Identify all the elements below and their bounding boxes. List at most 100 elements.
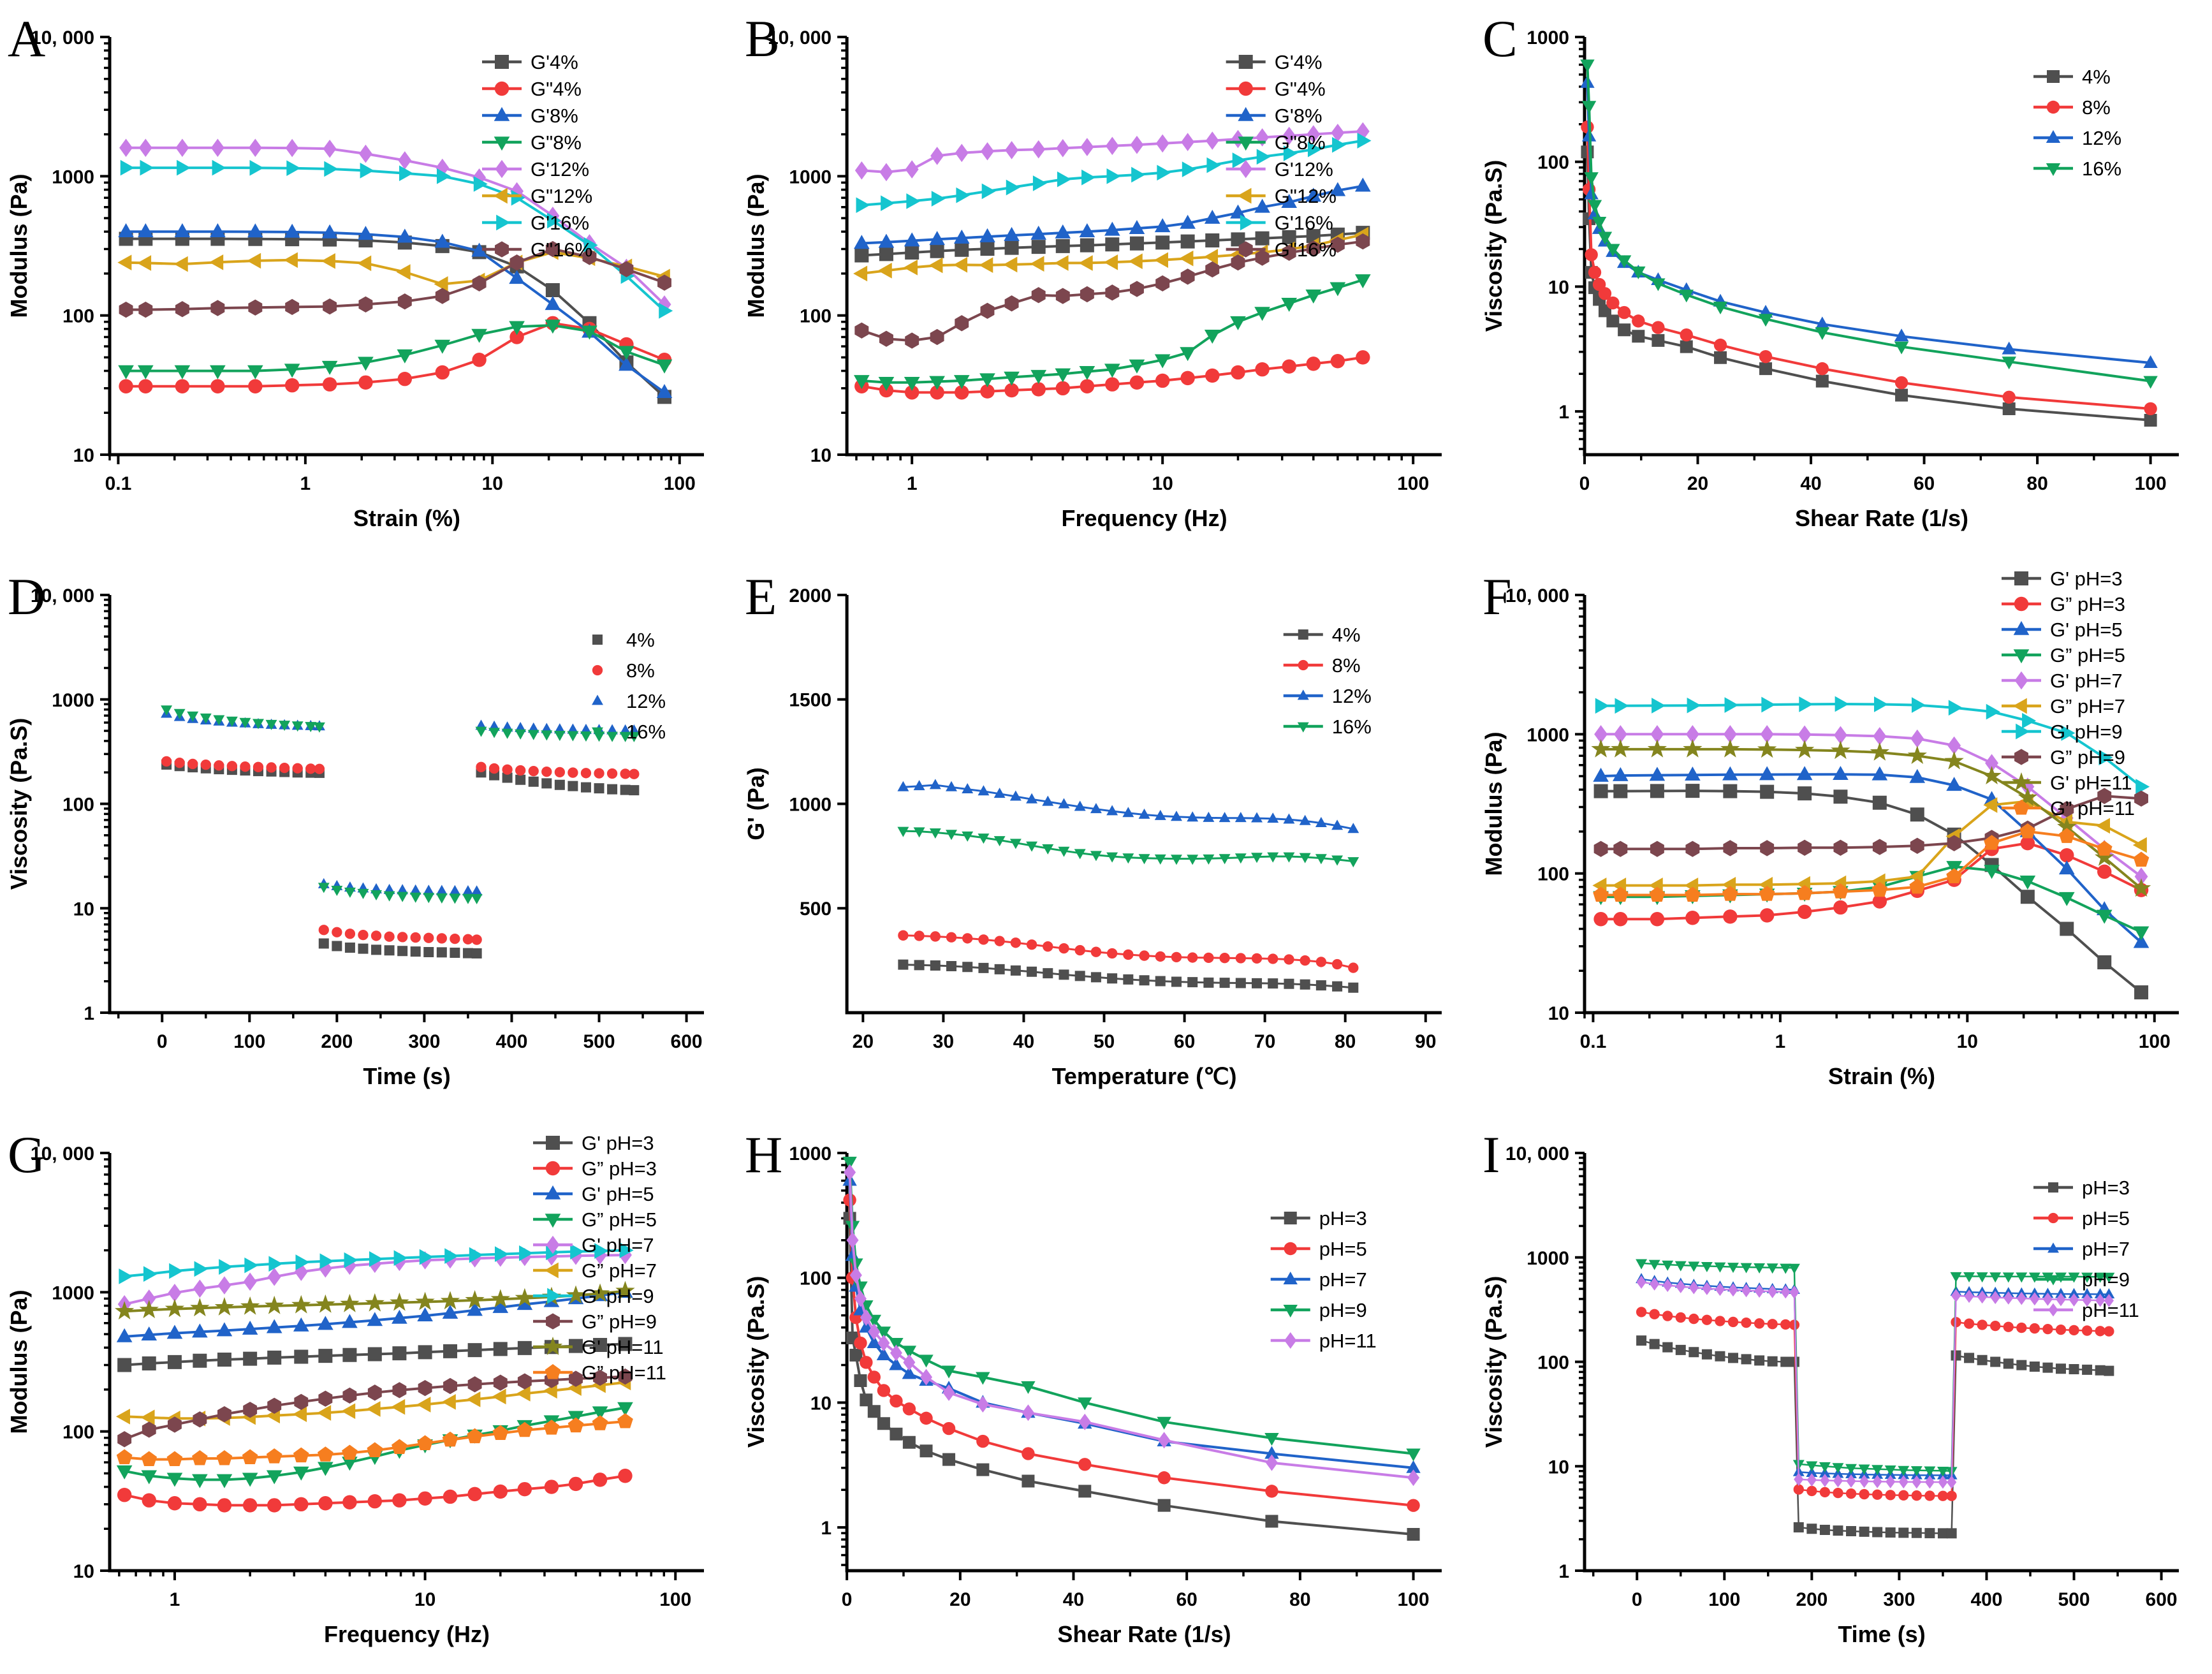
tri-down-marker bbox=[1701, 1262, 1713, 1273]
star-marker bbox=[291, 1295, 311, 1314]
tri-down-marker bbox=[1299, 853, 1311, 863]
legend-item: G” pH=7 bbox=[2002, 695, 2125, 717]
circle-marker bbox=[266, 762, 277, 773]
tri-up-marker bbox=[1299, 814, 1311, 825]
diamond-marker bbox=[119, 138, 133, 158]
series-12% bbox=[161, 707, 640, 896]
panel-letter: E bbox=[745, 568, 777, 626]
circle-marker bbox=[210, 379, 225, 393]
circle-marker bbox=[1331, 958, 1343, 970]
tri-down-marker bbox=[2068, 1272, 2080, 1283]
square-marker bbox=[942, 1453, 956, 1466]
y-tick-label: 10, 000 bbox=[31, 585, 94, 606]
pentagon-marker bbox=[1685, 886, 1701, 902]
tri-down-marker bbox=[842, 1156, 857, 1170]
tri-down-marker bbox=[913, 827, 925, 838]
circle-marker bbox=[1845, 1488, 1857, 1499]
x-tick-label: 100 bbox=[664, 473, 696, 494]
y-tick-label: 1 bbox=[1558, 1561, 1569, 1582]
tri-up-marker bbox=[1331, 819, 1344, 830]
y-tick-label: 10 bbox=[73, 445, 94, 466]
tri-up-marker bbox=[1894, 328, 1909, 342]
pentagon-marker bbox=[1759, 886, 1775, 901]
square-marker bbox=[905, 246, 919, 260]
tri-down-marker bbox=[1264, 1433, 1279, 1446]
tri-down-marker bbox=[488, 728, 501, 738]
square-marker bbox=[592, 635, 603, 645]
tri-left-marker bbox=[493, 187, 508, 204]
tri-up-marker bbox=[913, 780, 925, 791]
star-marker bbox=[1794, 740, 1815, 759]
tri-left-marker bbox=[877, 262, 892, 279]
diamond-marker bbox=[930, 147, 944, 165]
series-line bbox=[1599, 747, 2142, 890]
hexagon-marker bbox=[1356, 233, 1370, 250]
tri-down-marker bbox=[358, 356, 374, 371]
square-marker bbox=[1332, 981, 1343, 992]
diamond-marker bbox=[1898, 1475, 1908, 1489]
diamond-marker bbox=[358, 144, 372, 163]
legend-item: G'8% bbox=[1226, 105, 1322, 127]
tri-down-marker bbox=[1727, 1263, 1739, 1274]
tri-left-marker bbox=[1054, 255, 1069, 271]
tri-down-marker bbox=[946, 830, 957, 841]
tri-up-marker bbox=[1074, 800, 1086, 811]
square-marker bbox=[1074, 971, 1085, 981]
square-marker bbox=[1872, 1527, 1883, 1538]
series-16% bbox=[161, 705, 640, 904]
tri-up-marker bbox=[449, 885, 461, 895]
pentagon-marker bbox=[1909, 878, 1926, 894]
square-marker bbox=[1139, 975, 1150, 986]
tri-up-marker bbox=[467, 1302, 483, 1316]
circle-marker bbox=[1268, 953, 1278, 964]
hexagon-marker bbox=[1593, 841, 1608, 857]
circle-marker bbox=[1055, 381, 1071, 396]
tri-up-marker bbox=[1593, 767, 1609, 782]
tri-right-marker bbox=[249, 159, 264, 176]
square-marker bbox=[217, 1353, 231, 1367]
tri-left-marker bbox=[391, 1399, 406, 1415]
legend-label: pH=11 bbox=[2082, 1299, 2139, 1321]
legend-label: pH=5 bbox=[2082, 1207, 2130, 1230]
hexagon-marker bbox=[392, 1382, 407, 1399]
square-marker bbox=[371, 944, 382, 955]
x-tick-label: 60 bbox=[1174, 1031, 1195, 1052]
y-tick-label: 1000 bbox=[789, 166, 831, 187]
tri-up-marker bbox=[1203, 811, 1215, 822]
tri-down-marker bbox=[2046, 163, 2061, 176]
circle-marker bbox=[1078, 1458, 1092, 1471]
x-axis-title: Frequency (Hz) bbox=[1061, 505, 1227, 531]
circle-marker bbox=[314, 763, 325, 774]
y-axis-title: Modulus (Pa) bbox=[6, 1290, 32, 1434]
tri-left-marker bbox=[953, 256, 968, 273]
tri-down-marker bbox=[1187, 855, 1199, 865]
x-tick-label: 80 bbox=[1335, 1031, 1356, 1052]
diamond-marker bbox=[248, 138, 262, 158]
diamond-marker bbox=[138, 138, 152, 158]
panel-I: 0 100 200 300 400 500 600 1 10 100 1000 10, 000 Time… bbox=[1475, 1116, 2212, 1674]
tri-right-marker bbox=[495, 1246, 509, 1262]
diamond-marker bbox=[495, 159, 509, 179]
star-marker bbox=[2011, 772, 2032, 791]
square-marker bbox=[1107, 973, 1118, 984]
circle-marker bbox=[488, 763, 500, 774]
panel-B-chart: 1 10 100 10 100 1000 10, 000 Frequency (Hz) Modu… bbox=[743, 10, 1442, 531]
tri-up-marker bbox=[1347, 823, 1359, 833]
circle-marker bbox=[620, 768, 631, 779]
tri-up-marker bbox=[993, 788, 1006, 798]
tri-down-marker bbox=[619, 731, 631, 742]
y-axis-title: Viscosity (Pa.S) bbox=[1481, 1276, 1507, 1448]
diamond-marker bbox=[942, 1384, 955, 1401]
x-tick-label: 90 bbox=[1415, 1031, 1436, 1052]
circle-marker bbox=[898, 930, 909, 941]
tri-up-marker bbox=[1254, 198, 1270, 213]
tri-down-marker bbox=[1688, 1261, 1700, 1272]
panel-F-chart: 0.1 1 10 100 10 100 1000 10, 000 Strain (%) Modul… bbox=[1481, 568, 2179, 1089]
circle-marker bbox=[1662, 1311, 1673, 1321]
circle-marker bbox=[1977, 1319, 1988, 1330]
circle-marker bbox=[1806, 1485, 1817, 1497]
diamond-marker bbox=[2016, 1291, 2026, 1305]
square-marker bbox=[1662, 1342, 1673, 1353]
tri-right-marker bbox=[212, 159, 226, 176]
star-marker bbox=[1982, 766, 2002, 784]
